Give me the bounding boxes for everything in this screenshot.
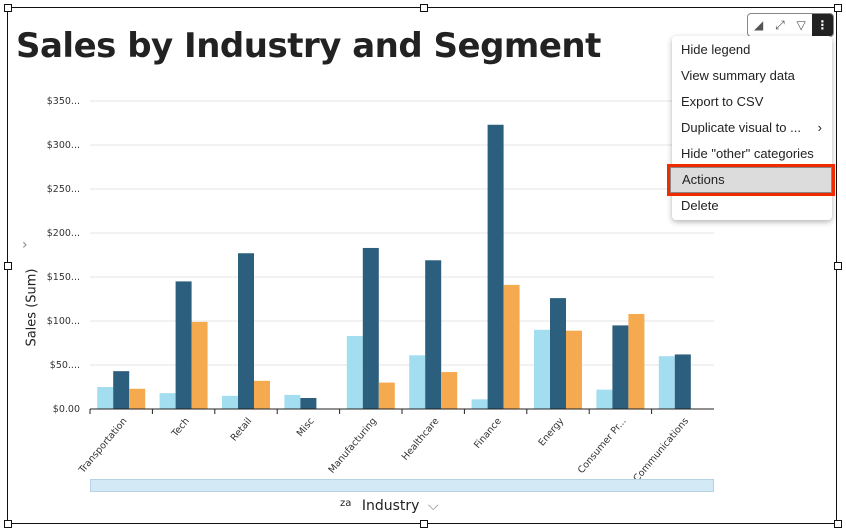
bar bbox=[658, 356, 675, 409]
x-tick-label: Misc bbox=[295, 416, 317, 439]
bar bbox=[566, 330, 582, 409]
y-tick-label: $50.... bbox=[50, 360, 80, 371]
bar bbox=[362, 247, 379, 409]
visual-toolbar: ◢ ⤢ ▽ ⋮ bbox=[747, 13, 834, 37]
menu-item-label: Actions bbox=[682, 172, 725, 187]
x-axis-scrollbar[interactable] bbox=[90, 479, 714, 492]
y-tick-label: $350... bbox=[47, 96, 80, 107]
menu-item-label: View summary data bbox=[681, 68, 795, 83]
y-tick-label: $150... bbox=[47, 272, 80, 283]
menu-item-view-summary-data[interactable]: View summary data bbox=[672, 63, 832, 89]
x-tick-label: Transportation bbox=[76, 416, 129, 476]
x-tick-label: Tech bbox=[169, 416, 192, 440]
bar bbox=[550, 298, 566, 409]
bar bbox=[254, 380, 270, 409]
menu-item-duplicate-visual[interactable]: Duplicate visual to ... › bbox=[672, 115, 832, 141]
x-tick-label: Retail bbox=[229, 416, 255, 444]
menu-item-export-csv[interactable]: Export to CSV bbox=[672, 89, 832, 115]
bar bbox=[441, 372, 458, 409]
y-tick-label: $200... bbox=[47, 228, 80, 239]
bar bbox=[159, 393, 176, 409]
menu-item-hide-legend[interactable]: Hide legend bbox=[672, 37, 832, 63]
sort-descending-icon[interactable]: za bbox=[340, 498, 352, 509]
x-axis-field[interactable]: za Industry ⌵ bbox=[340, 498, 439, 514]
bar bbox=[238, 253, 254, 409]
bar bbox=[378, 382, 395, 409]
y-axis-label[interactable]: Sales (Sum) bbox=[24, 268, 40, 347]
bar bbox=[113, 371, 130, 409]
bar bbox=[628, 313, 645, 409]
menu-item-label: Export to CSV bbox=[681, 94, 764, 109]
resize-handle[interactable] bbox=[420, 520, 428, 528]
y-tick-label: $0.00 bbox=[53, 404, 80, 415]
bar bbox=[503, 284, 520, 409]
resize-handle[interactable] bbox=[4, 4, 12, 12]
menu-item-label: Hide "other" categories bbox=[681, 146, 814, 161]
visual-title: Sales by Industry and Segment bbox=[16, 26, 601, 66]
bar bbox=[674, 354, 691, 409]
menu-item-label: Duplicate visual to ... bbox=[681, 120, 801, 135]
bar bbox=[129, 388, 146, 409]
bar bbox=[300, 398, 317, 409]
bar bbox=[425, 260, 442, 409]
menu-item-label: Delete bbox=[681, 198, 719, 213]
x-tick-label: Communications bbox=[631, 416, 691, 484]
bar bbox=[284, 394, 301, 409]
menu-item-label: Hide legend bbox=[681, 42, 751, 57]
y-tick-label: $250... bbox=[47, 184, 80, 195]
bar bbox=[346, 335, 363, 409]
bar bbox=[175, 281, 192, 409]
resize-handle[interactable] bbox=[4, 262, 12, 270]
x-axis-label: Industry bbox=[361, 498, 420, 514]
resize-handle[interactable] bbox=[834, 4, 842, 12]
bar bbox=[534, 329, 550, 409]
resize-handle[interactable] bbox=[4, 520, 12, 528]
chevron-right-icon: › bbox=[817, 120, 822, 135]
visual-type-icon[interactable]: ◢ bbox=[754, 18, 764, 32]
x-tick-label: Healthcare bbox=[400, 416, 442, 463]
bar bbox=[97, 387, 114, 409]
expand-icon[interactable]: ⤢ bbox=[775, 17, 785, 32]
bar bbox=[409, 355, 426, 409]
y-tick-label: $100... bbox=[47, 316, 80, 327]
y-tick-label: $300... bbox=[47, 140, 80, 151]
bar bbox=[471, 399, 488, 409]
x-tick-label: Manufacturing bbox=[326, 416, 379, 476]
context-menu: Hide legend View summary data Export to … bbox=[667, 36, 835, 220]
bar bbox=[191, 321, 208, 409]
resize-handle[interactable] bbox=[834, 262, 842, 270]
bar bbox=[596, 389, 613, 409]
menu-item-hide-other-categories[interactable]: Hide "other" categories bbox=[672, 141, 832, 167]
filter-icon[interactable]: ▽ bbox=[796, 18, 806, 32]
resize-handle[interactable] bbox=[420, 4, 428, 12]
chevron-down-icon[interactable]: ⌵ bbox=[427, 498, 439, 514]
resize-handle[interactable] bbox=[834, 520, 842, 528]
menu-item-actions[interactable]: Actions bbox=[667, 164, 835, 196]
bar bbox=[222, 395, 238, 409]
bar bbox=[487, 124, 504, 409]
chevron-right-icon[interactable]: › bbox=[22, 237, 28, 253]
x-tick-label: Energy bbox=[536, 416, 566, 449]
bar bbox=[612, 325, 629, 409]
x-tick-label: Finance bbox=[472, 416, 504, 451]
more-options-icon[interactable]: ⋮ bbox=[811, 14, 833, 36]
x-tick-label: Consumer Pr... bbox=[576, 416, 629, 476]
menu-item-delete[interactable]: Delete bbox=[672, 193, 832, 219]
